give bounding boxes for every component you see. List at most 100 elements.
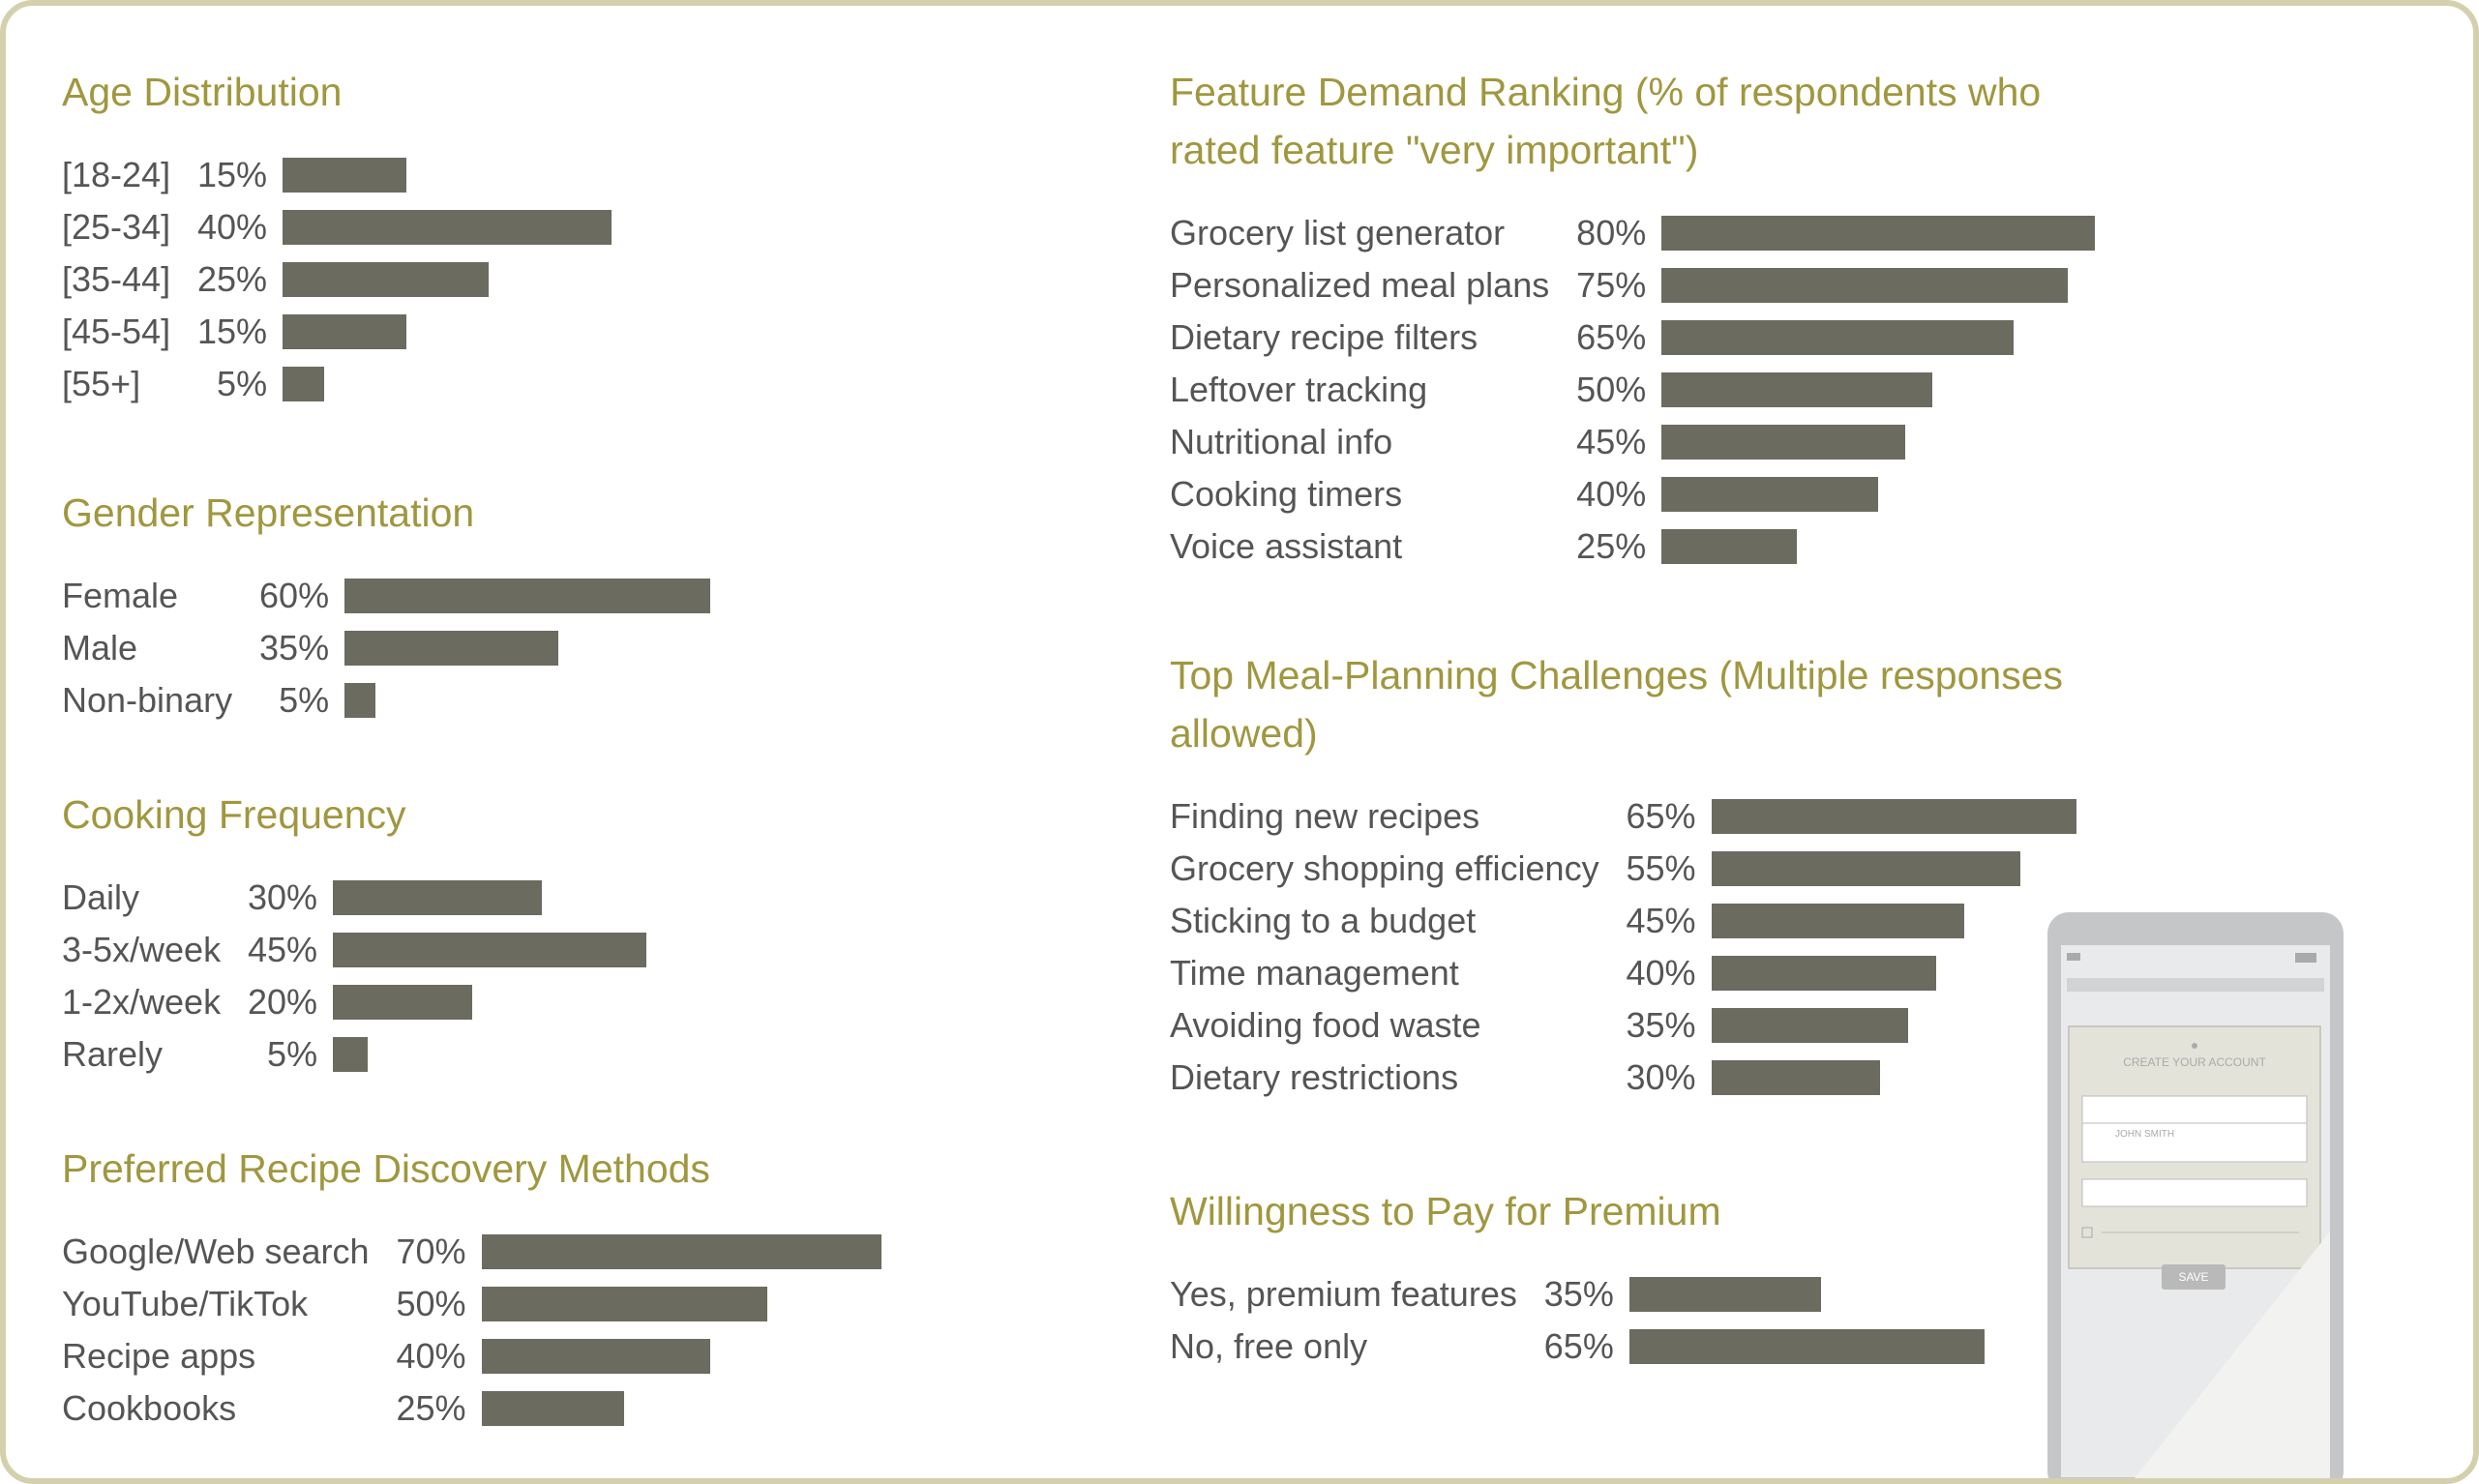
bar	[1711, 799, 2076, 834]
bar	[283, 367, 324, 401]
bar	[1628, 1329, 1986, 1364]
bar-cell	[317, 880, 1030, 915]
value-label: 35%	[259, 628, 330, 668]
bar	[333, 1037, 369, 1072]
value-label: 70%	[396, 1232, 466, 1271]
bar	[1711, 904, 1964, 938]
chart-title: Feature Demand Ranking (% of respondents…	[1170, 70, 2042, 172]
category-label: No, free only	[1170, 1326, 1368, 1366]
bar	[1661, 320, 2015, 355]
bar	[1661, 372, 1933, 407]
bar-rows: Yes, premium features 35% No, free only 65%	[1170, 1268, 2137, 1373]
category-label: Grocery shopping efficiency	[1170, 848, 1599, 888]
bar	[333, 880, 543, 915]
bar	[344, 683, 375, 718]
value-label: 65%	[1543, 1326, 1614, 1366]
bar-cell	[466, 1339, 1030, 1374]
category-label: Non-binary	[62, 680, 233, 720]
chart-title: Willingness to Pay for Premium	[1170, 1189, 1721, 1233]
value-label: 55%	[1626, 848, 1696, 888]
value-label: 60%	[259, 576, 330, 615]
chart-section: Gender Representation Female 60% Male 35% Non…	[62, 484, 1030, 727]
bar-cell	[267, 262, 1030, 297]
value-label: 45%	[1576, 422, 1647, 461]
value-label: 50%	[1576, 370, 1647, 409]
bar-rows: [18-24] 15% [25-34] 40% [35-44] 25% [45-54] 15%…	[62, 149, 1030, 410]
chart-title: Top Meal-Planning Challenges (Multiple r…	[1170, 653, 2064, 756]
bar	[283, 314, 406, 349]
category-label: Male	[62, 628, 138, 668]
bar	[333, 985, 473, 1020]
category-label: Leftover tracking	[1170, 370, 1428, 409]
value-label: 45%	[1626, 901, 1696, 940]
value-label: 30%	[1626, 1057, 1696, 1097]
bar-rows: Google/Web search 70% YouTube/TikTok 50% Rec…	[62, 1226, 1030, 1435]
bar-cell	[329, 631, 1030, 666]
bar	[344, 631, 558, 666]
bar	[1661, 216, 2096, 251]
bar-cell	[267, 367, 1030, 401]
value-label: 80%	[1576, 213, 1647, 252]
category-label: Yes, premium features	[1170, 1274, 1517, 1314]
value-label: 50%	[396, 1284, 466, 1323]
value-label: 30%	[248, 877, 318, 917]
value-label: 25%	[197, 259, 268, 299]
bar-cell	[1614, 1277, 2137, 1312]
category-label: Dietary recipe filters	[1170, 317, 1478, 357]
save-button	[2162, 1264, 2225, 1290]
bar-cell	[267, 210, 1030, 245]
bar-cell	[1696, 904, 2137, 938]
bar	[481, 1287, 767, 1321]
value-label: 40%	[197, 207, 268, 247]
value-label: 15%	[197, 155, 268, 194]
input-field	[2081, 1178, 2308, 1207]
button-text: SAVE	[2178, 1270, 2208, 1284]
bar	[481, 1339, 710, 1374]
bar-cell	[1646, 372, 2137, 407]
category-label: Cookbooks	[62, 1388, 237, 1428]
value-label: 35%	[1543, 1274, 1614, 1314]
bar	[481, 1391, 625, 1426]
bar-cell	[329, 579, 1030, 613]
category-label: Sticking to a budget	[1170, 901, 1477, 940]
value-label: 25%	[1576, 526, 1647, 566]
bar-cell	[317, 1037, 1030, 1072]
bar-cell	[1646, 216, 2137, 251]
chart-section: Willingness to Pay for Premium Yes, premi…	[1170, 1182, 2137, 1373]
category-label: [55+]	[62, 364, 141, 403]
bar-cell	[1696, 1060, 2137, 1095]
bar	[1661, 268, 2069, 303]
chart-title: Age Distribution	[62, 70, 343, 114]
bar-cell	[317, 933, 1030, 967]
category-label: [25-34]	[62, 207, 171, 247]
bar-cell	[329, 683, 1030, 718]
chart-section: Age Distribution [18-24] 15% [25-34] 40% [35-…	[62, 63, 1030, 410]
value-label: 35%	[1626, 1005, 1696, 1045]
category-label: Avoiding food waste	[1170, 1005, 1481, 1045]
value-label: 5%	[217, 364, 268, 403]
bar	[1711, 1060, 1880, 1095]
bar-cell	[1646, 529, 2137, 564]
category-label: Dietary restrictions	[1170, 1057, 1459, 1097]
category-label: 3-5x/week	[62, 930, 222, 969]
input-field	[2081, 1122, 2308, 1163]
bar-cell	[317, 985, 1030, 1020]
category-label: Finding new recipes	[1170, 796, 1480, 836]
bar-cell	[1696, 956, 2137, 991]
bar-cell	[1614, 1329, 2137, 1364]
bar-cell	[1646, 268, 2137, 303]
category-label: Voice assistant	[1170, 526, 1403, 566]
bar	[1711, 851, 2020, 886]
bar-cell	[1696, 1008, 2137, 1043]
bar-rows: Finding new recipes 65% Grocery shopping e…	[1170, 790, 2137, 1104]
category-label: [45-54]	[62, 312, 171, 351]
bar	[283, 158, 406, 193]
screen-glare	[2135, 1232, 2330, 1478]
category-label: Nutritional info	[1170, 422, 1393, 461]
bar-rows: Daily 30% 3-5x/week 45% 1-2x/week 20% Rarely 5%	[62, 872, 1030, 1081]
chart-section: Preferred Recipe Discovery Methods Google…	[62, 1140, 1030, 1435]
bar-cell	[267, 314, 1030, 349]
category-label: 1-2x/week	[62, 982, 222, 1022]
input-text: JOHN SMITH	[2115, 1129, 2174, 1140]
bar-cell	[466, 1234, 1030, 1269]
